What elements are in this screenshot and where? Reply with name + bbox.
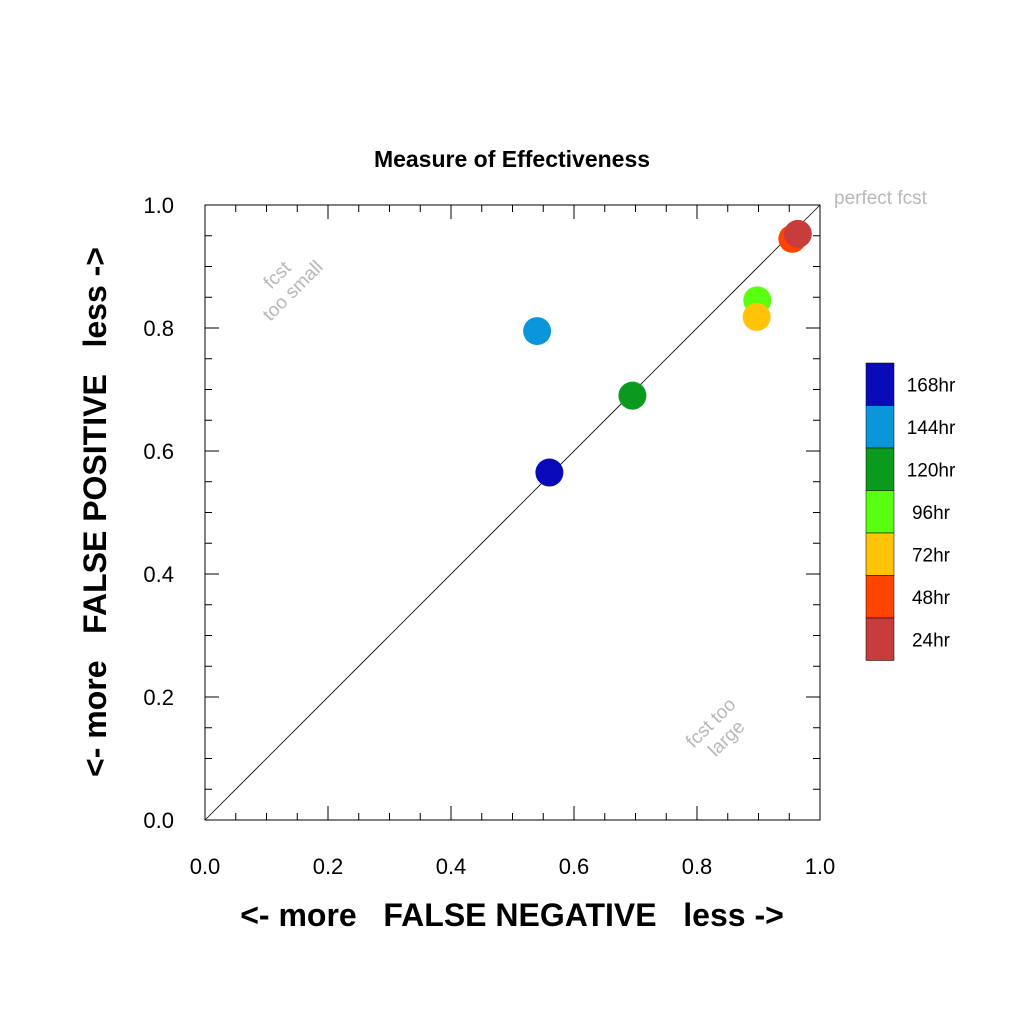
y-tick-label: 0.4 (143, 562, 174, 587)
diagonal-reference-line (204, 204, 821, 821)
too-small-annotation: fcst too small (259, 257, 328, 326)
legend-label-96hr: 96hr (912, 503, 951, 524)
data-point-120hr (618, 381, 647, 410)
y-tick-label: 1.0 (143, 193, 174, 218)
legend-label-48hr: 48hr (912, 588, 951, 609)
legend-label-144hr: 144hr (907, 418, 956, 439)
data-point-144hr (523, 317, 552, 346)
data-point-168hr (535, 458, 564, 487)
perfect-fcst-annotation: perfect fcst (834, 188, 928, 209)
x-tick-label: 0.0 (190, 854, 221, 879)
chart-title: Measure of Effectiveness (374, 146, 650, 172)
plot-area: 0.0 0.2 0.4 0.6 0.8 1.0 0.0 0.2 0.4 0.6 0.8 1.0 (143, 193, 835, 879)
x-tick-label: 0.6 (559, 854, 590, 879)
x-tick-label: 0.8 (682, 854, 713, 879)
legend-swatch-120hr (865, 447, 895, 491)
too-small-line2: too small (259, 257, 328, 326)
legend-swatch-24hr (865, 617, 895, 661)
data-point-24hr (783, 219, 812, 248)
legend: 168hr 144hr 120hr 96hr 72hr 48hr 24hr (865, 362, 956, 661)
legend-swatch-168hr (865, 362, 895, 406)
legend-swatch-72hr (865, 532, 895, 576)
x-tick-label: 0.4 (436, 854, 467, 879)
data-point-72hr (742, 302, 771, 331)
too-large-annotation: fcst too large (682, 694, 749, 761)
legend-label-24hr: 24hr (912, 630, 951, 651)
y-tick-label: 0.0 (143, 808, 174, 833)
y-tick-label: 0.8 (143, 316, 174, 341)
x-axis-title: <- more FALSE NEGATIVE less -> (240, 897, 784, 933)
legend-label-72hr: 72hr (912, 545, 951, 566)
x-tick-label: 0.2 (313, 854, 344, 879)
legend-swatch-144hr (865, 405, 895, 449)
y-axis-title: <- more FALSE POSITIVE less -> (77, 247, 113, 777)
y-tick-label: 0.2 (143, 685, 174, 710)
legend-swatch-96hr (865, 490, 895, 534)
legend-label-120hr: 120hr (907, 460, 956, 481)
legend-swatch-48hr (865, 575, 895, 619)
legend-label-168hr: 168hr (907, 375, 956, 396)
y-tick-label: 0.6 (143, 439, 174, 464)
x-tick-label: 1.0 (805, 854, 836, 879)
